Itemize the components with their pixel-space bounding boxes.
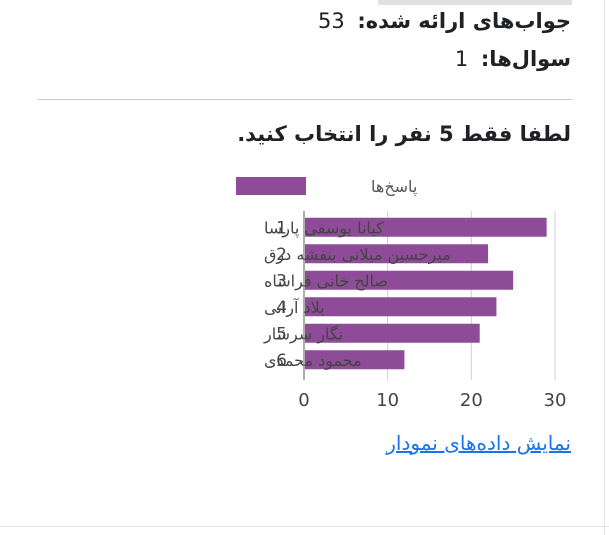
bar-5 [305, 323, 480, 343]
bar-index-4: 4 [276, 298, 287, 318]
bar-label-6: محمود محمدی [264, 351, 362, 371]
x-tick-label: 20 [460, 390, 483, 411]
questions-count: سوال‌ها: 1 [455, 46, 571, 72]
bar-index-5: 5 [276, 324, 287, 344]
bar-4 [305, 297, 497, 317]
bar-6 [305, 350, 405, 370]
bar-2 [305, 244, 489, 264]
bar-label-5: نگار سرشار [263, 324, 343, 344]
legend-swatch [236, 177, 306, 195]
bottom-border [0, 526, 609, 527]
bar-index-6: 6 [276, 351, 287, 371]
right-border [604, 0, 605, 535]
legend-label: پاسخ‌ها [371, 177, 417, 197]
bar-index-1: 1 [276, 218, 287, 238]
bar-1 [305, 217, 547, 237]
questions-value: 1 [454, 47, 469, 71]
bar-label-4: یلاد آرانی [264, 298, 325, 318]
bar-label-2: میرحسین میلانی بنفشه درق [264, 245, 451, 265]
top-accent-bar [378, 0, 572, 5]
show-chart-data-link[interactable]: نمایش داده‌های نمودار [386, 431, 571, 455]
x-tick-label: 10 [376, 390, 399, 411]
responses-value: 53 [317, 9, 345, 33]
bar-index-3: 3 [276, 271, 287, 291]
questions-label: سوال‌ها: [480, 47, 571, 71]
bar-3 [305, 270, 514, 290]
responses-label: جواب‌های ارائه شده: [357, 9, 571, 33]
x-tick-label: 0 [298, 390, 309, 411]
bar-label-3: صالح خانی فراشاه [264, 271, 388, 291]
x-tick-label: 30 [544, 390, 567, 411]
bar-index-2: 2 [276, 245, 287, 265]
question-title: لطفا فقط 5 نفر را انتخاب کنید. [237, 122, 571, 146]
bar-label-1: کیانا یوسفی پارسا [264, 218, 384, 238]
section-divider [38, 99, 572, 100]
responses-count: جواب‌های ارائه شده: 53 [318, 8, 571, 34]
